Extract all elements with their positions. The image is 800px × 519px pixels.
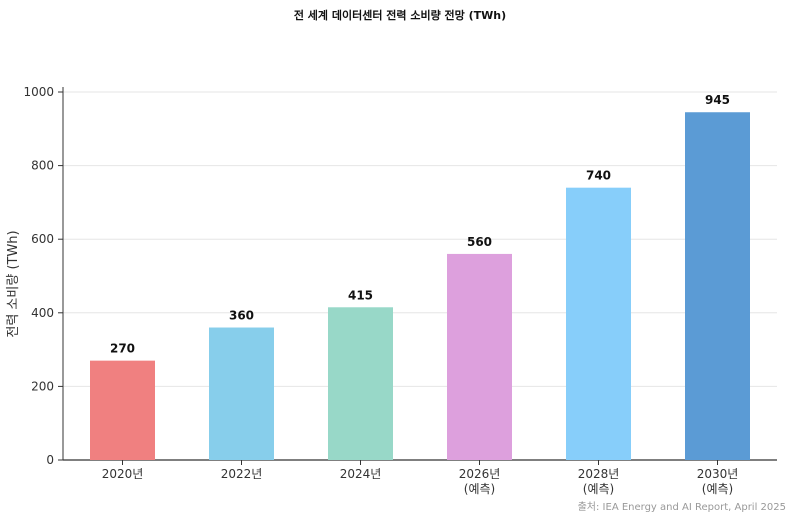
x-tick-label: 2024년 bbox=[340, 467, 382, 481]
x-tick-label: 2020년 bbox=[102, 467, 144, 481]
source-note: 출처: IEA Energy and AI Report, April 2025 bbox=[577, 502, 786, 513]
bar bbox=[566, 187, 631, 460]
chart-title: 전 세계 데이터센터 전력 소비량 전망 (TWh) bbox=[293, 9, 507, 22]
y-tick-label: 400 bbox=[31, 306, 54, 320]
data-label: 270 bbox=[110, 342, 135, 356]
bar bbox=[90, 360, 155, 460]
x-tick-label: 2026년 (예측) bbox=[459, 467, 501, 496]
bar bbox=[328, 307, 393, 460]
data-label: 740 bbox=[586, 169, 611, 183]
x-tick-label: 2022년 bbox=[221, 467, 263, 481]
y-tick-label: 0 bbox=[46, 453, 54, 467]
x-tick-label: 2030년 (예측) bbox=[697, 467, 739, 496]
y-tick-label: 1000 bbox=[23, 85, 54, 99]
y-tick-label: 800 bbox=[31, 159, 54, 173]
bar bbox=[209, 327, 274, 460]
y-tick-label: 200 bbox=[31, 379, 54, 393]
bar bbox=[447, 253, 512, 460]
data-label: 945 bbox=[705, 93, 730, 107]
y-axis-label: 전력 소비량 (TWh) bbox=[6, 230, 21, 337]
data-label: 560 bbox=[467, 235, 492, 249]
y-tick-label: 600 bbox=[31, 232, 54, 246]
bar bbox=[685, 112, 750, 461]
x-tick-label: 2028년 (예측) bbox=[578, 467, 620, 496]
data-label: 415 bbox=[348, 288, 373, 302]
data-label: 360 bbox=[229, 309, 254, 323]
